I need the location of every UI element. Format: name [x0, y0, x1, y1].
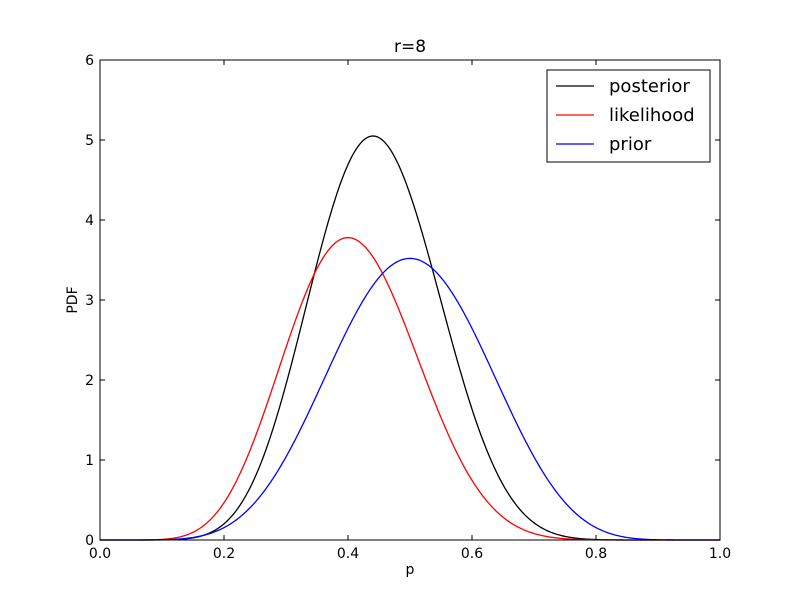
ticks-group: 0.0 0.2 0.4 0.6 0.8 1.0 0 1 2 3 4 5 6	[85, 53, 731, 562]
chart-title: r=8	[394, 37, 426, 57]
x-tick-label-5: 1.0	[709, 546, 731, 562]
y-tick-label-2: 2	[85, 373, 94, 389]
y-tick-label-3: 3	[85, 293, 94, 309]
series-line-prior	[100, 257, 720, 541]
x-tick-label-3: 0.6	[461, 546, 483, 562]
legend-box	[546, 69, 711, 163]
legend-label-likelihood: likelihood	[609, 105, 695, 126]
x-axis-label: p	[406, 562, 415, 578]
x-tick-label-2: 0.4	[337, 546, 359, 562]
x-tick-label-4: 0.8	[585, 546, 607, 562]
y-tick-label-0: 0	[85, 533, 94, 549]
legend-label-posterior: posterior	[609, 76, 690, 97]
y-tick-label-6: 6	[85, 53, 94, 69]
y-tick-label-4: 4	[85, 213, 94, 229]
x-tick-label-0: 0.0	[89, 546, 111, 562]
y-axis-label: PDF	[65, 286, 81, 313]
y-tick-label-5: 5	[85, 133, 94, 149]
legend: posterior likelihood prior	[546, 69, 711, 163]
y-tick-label-1: 1	[85, 453, 94, 469]
legend-label-prior: prior	[609, 134, 652, 155]
x-tick-label-1: 0.2	[213, 546, 235, 562]
